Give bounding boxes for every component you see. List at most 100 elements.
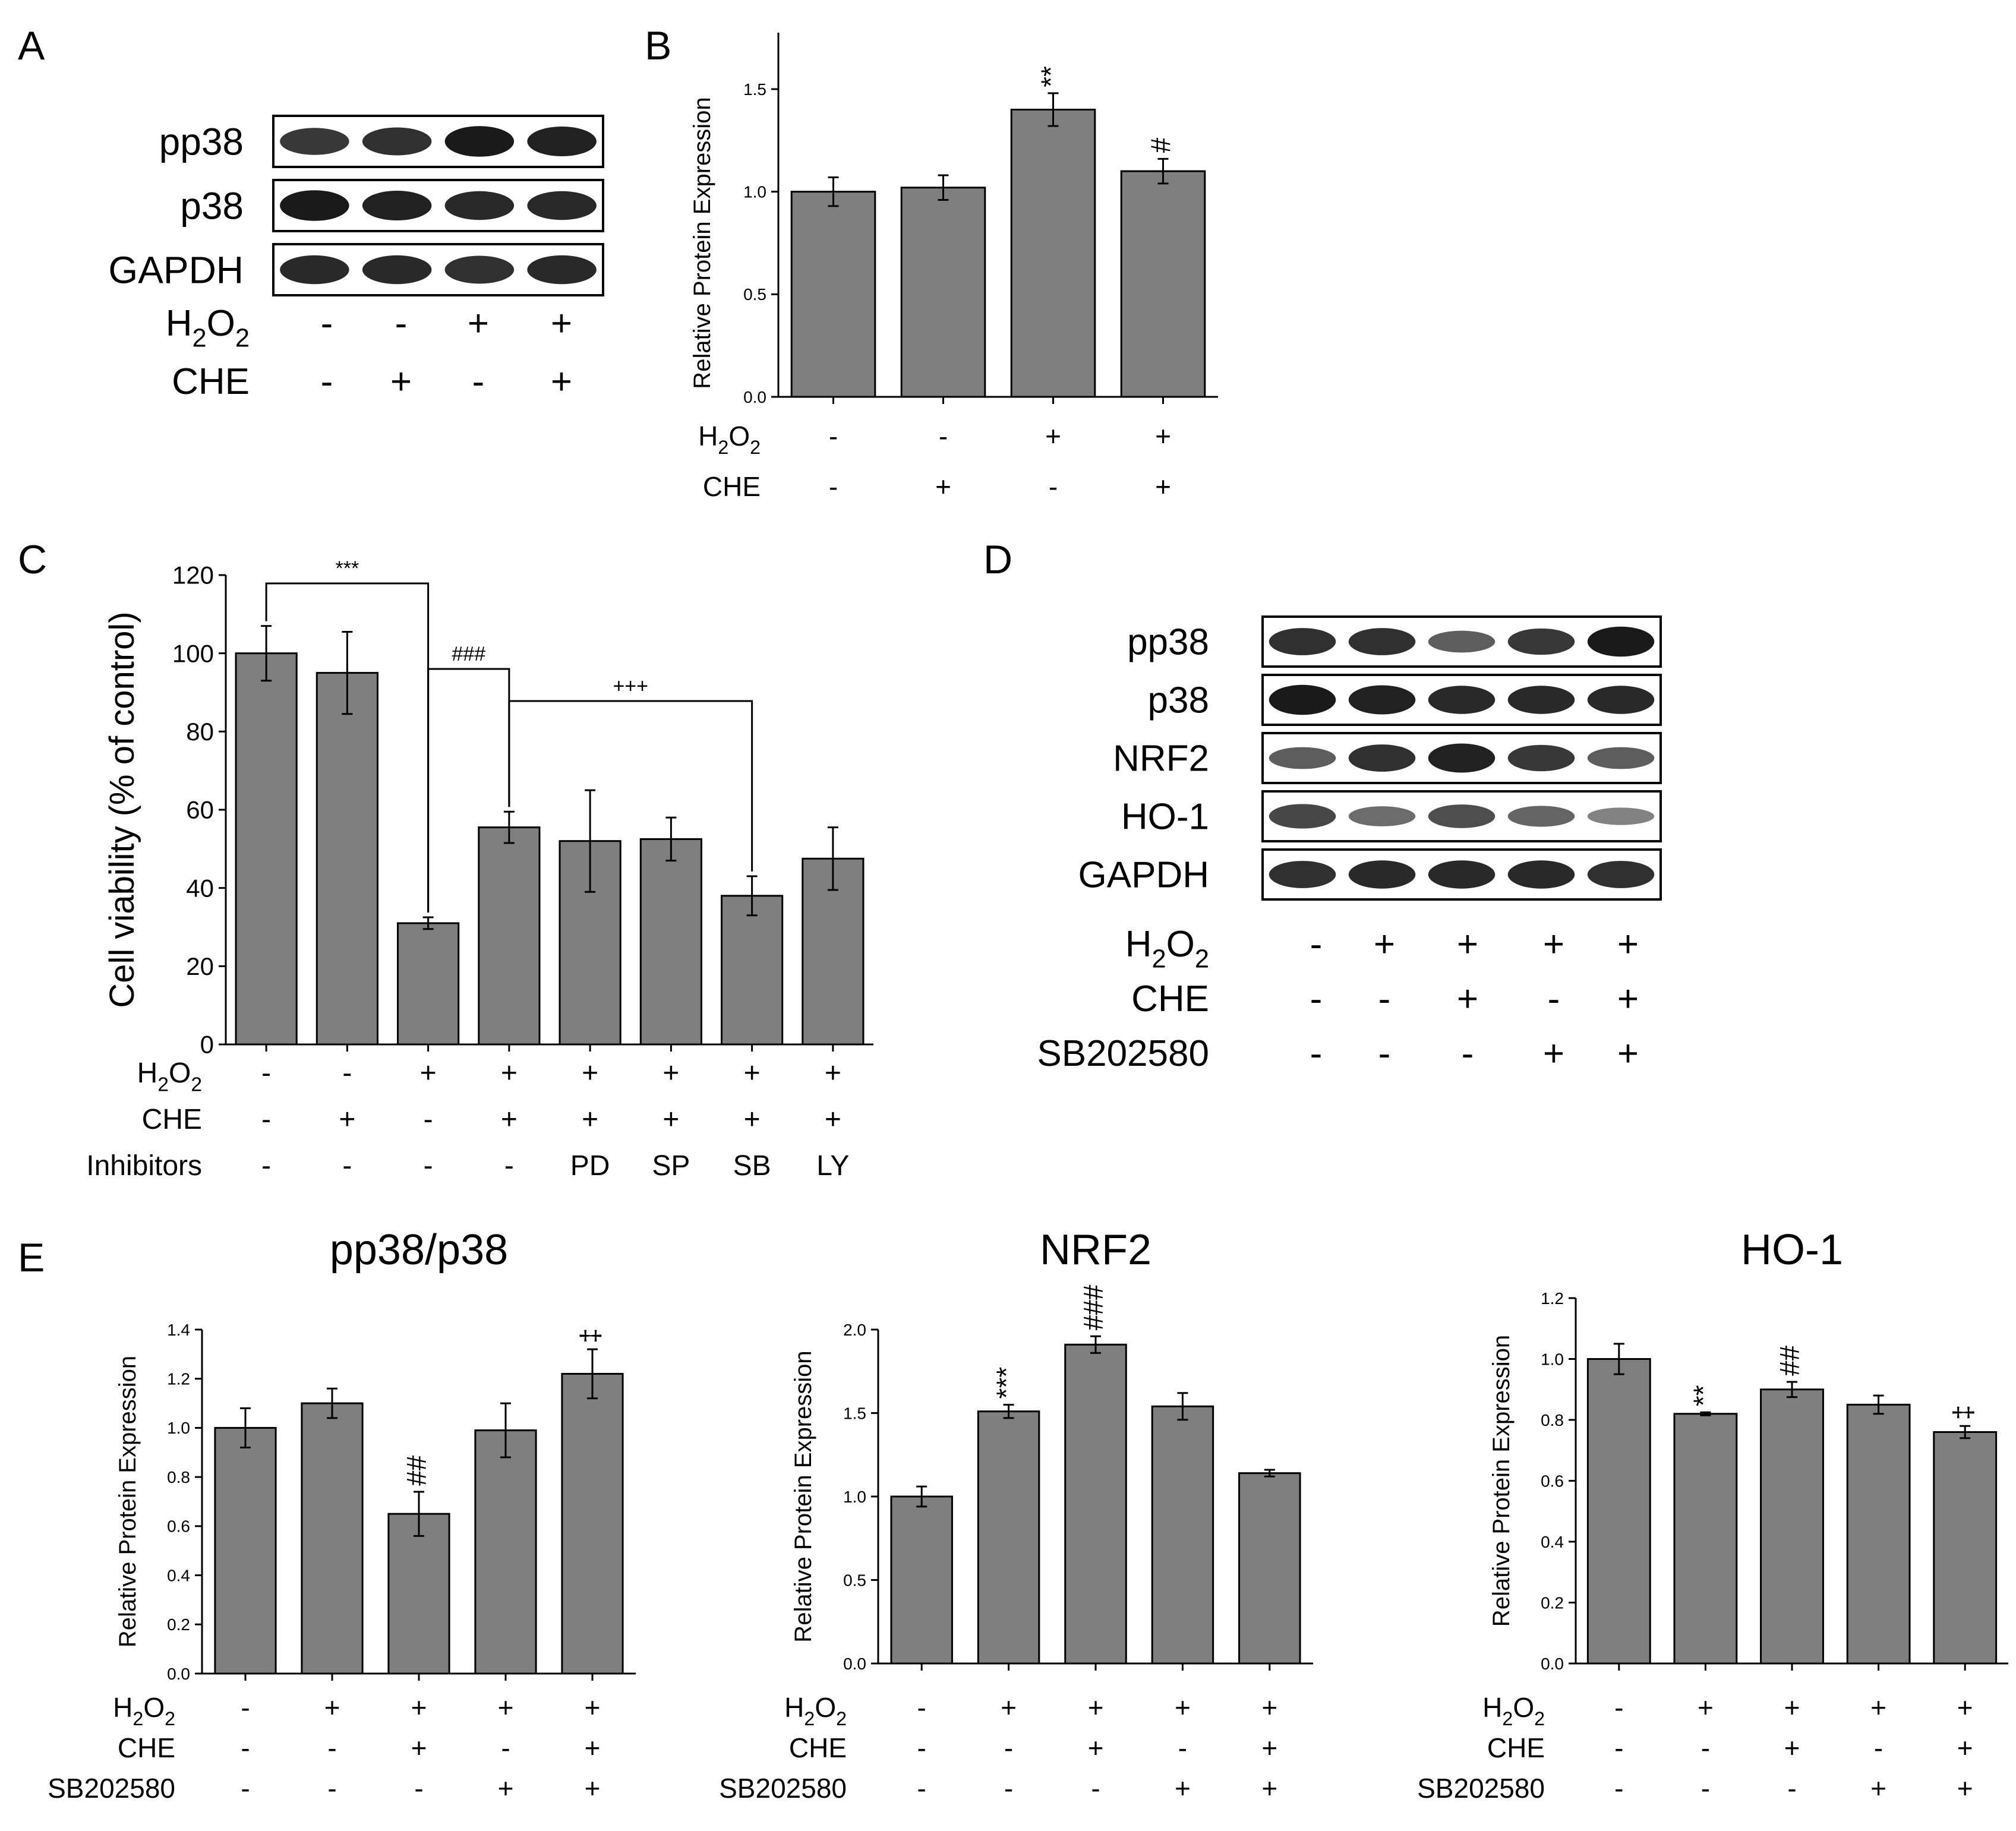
- y-tick-label: 0.8: [167, 1468, 190, 1486]
- blot-label: GAPDH: [108, 248, 244, 291]
- y-axis-label: Relative Protein Expression: [689, 97, 715, 389]
- condition-value: LY: [816, 1150, 849, 1182]
- y-tick-label: 0.0: [843, 1655, 866, 1673]
- condition-label: H2O2: [137, 1057, 202, 1096]
- condition-value: -: [1701, 1773, 1710, 1804]
- condition-label: CHE: [142, 1104, 202, 1135]
- condition-value: +: [390, 361, 412, 402]
- protein-band: [1587, 861, 1655, 888]
- protein-band: [1269, 628, 1336, 655]
- panel-e-pp38-chart: 0.0 0.2 0.4 0.6 0.8 1.0 1.2 1.4 Relative Protein…: [48, 1226, 636, 1804]
- protein-band: [1507, 686, 1575, 714]
- blot-label: GAPDH: [1078, 855, 1209, 896]
- condition-value: -: [261, 1057, 271, 1089]
- protein-band: [444, 191, 515, 220]
- condition-value: -: [342, 1057, 352, 1089]
- panel-label-b: B: [645, 23, 671, 68]
- protein-band: [280, 255, 349, 285]
- significance-mark: ##: [401, 1455, 432, 1486]
- protein-band: [1507, 744, 1575, 772]
- condition-value: +: [468, 303, 489, 344]
- condition-label: CHE: [118, 1732, 175, 1763]
- y-tick-label: 60: [186, 796, 214, 824]
- y-tick-label: 0.6: [1541, 1472, 1564, 1490]
- bar: [1064, 1343, 1127, 1665]
- protein-band: [527, 255, 597, 285]
- protein-band: [280, 128, 349, 155]
- condition-value: +: [585, 1692, 601, 1723]
- condition-label: H2O2: [113, 1692, 175, 1729]
- condition-value: -: [917, 1692, 926, 1723]
- protein-band: [1348, 744, 1416, 772]
- condition-value: +: [498, 1773, 514, 1804]
- bar: [1933, 1431, 1998, 1665]
- y-tick-label: 20: [186, 952, 214, 980]
- condition-value: +: [1957, 1732, 1973, 1763]
- protein-band: [1269, 804, 1336, 829]
- panel-c-chart: 0 20 40 60 80 100 120 Cell viability (% of cont…: [86, 557, 873, 1182]
- condition-value: +: [582, 1104, 598, 1135]
- y-tick-label: 120: [172, 561, 214, 589]
- bar: [1120, 170, 1206, 398]
- protein-band: [1348, 685, 1416, 715]
- bar: [639, 838, 702, 1046]
- condition-value: +: [1617, 978, 1639, 1019]
- condition-value: +: [1088, 1692, 1104, 1723]
- condition-value: +: [1457, 924, 1478, 965]
- condition-value: +: [935, 471, 951, 502]
- panel-label-c: C: [18, 537, 47, 582]
- significance-mark: ‡: [575, 1328, 605, 1343]
- bracket-label: ***: [336, 557, 359, 580]
- y-tick-label: 0.4: [167, 1566, 190, 1584]
- condition-label: SB202580: [1417, 1773, 1545, 1804]
- bar: [387, 1513, 450, 1675]
- y-tick-label: 1.0: [843, 1488, 866, 1506]
- condition-value: -: [261, 1104, 271, 1135]
- condition-label: SB202580: [48, 1773, 175, 1804]
- protein-band: [527, 191, 597, 220]
- condition-value: -: [327, 1773, 336, 1804]
- bar: [890, 1495, 953, 1665]
- condition-value: +: [1045, 421, 1061, 452]
- y-tick-label: 1.0: [1541, 1350, 1564, 1368]
- protein-band: [1587, 747, 1655, 769]
- significance-mark: **: [1036, 66, 1067, 87]
- condition-value: +: [1261, 1773, 1277, 1804]
- chart-title: HO-1: [1741, 1226, 1843, 1274]
- protein-band: [280, 190, 349, 221]
- blot-label: NRF2: [1113, 738, 1209, 779]
- bar: [1586, 1358, 1651, 1665]
- protein-band: [444, 255, 515, 284]
- y-tick-label: 1.4: [167, 1321, 190, 1339]
- y-tick-label: 0.5: [743, 285, 766, 304]
- condition-value: +: [1543, 1033, 1564, 1074]
- condition-value: +: [585, 1732, 601, 1763]
- condition-value: +: [1374, 924, 1395, 965]
- condition-value: -: [917, 1773, 926, 1804]
- condition-value: -: [1091, 1773, 1100, 1804]
- bar: [474, 1429, 537, 1675]
- condition-value: +: [744, 1057, 761, 1089]
- condition-label: CHE: [703, 471, 761, 502]
- condition-value: +: [1784, 1692, 1800, 1723]
- protein-band: [1269, 684, 1336, 715]
- protein-band: [1428, 860, 1496, 889]
- bar: [1760, 1388, 1824, 1665]
- condition-value: -: [829, 421, 838, 452]
- chart-title: NRF2: [1040, 1226, 1151, 1274]
- protein-band: [1428, 630, 1496, 653]
- condition-label: SB202580: [1037, 1033, 1209, 1074]
- condition-value: +: [1261, 1732, 1277, 1763]
- significance-mark: ‡: [1947, 1405, 1978, 1420]
- condition-value: -: [1310, 924, 1323, 965]
- y-tick-label: 0: [200, 1031, 214, 1059]
- condition-value: +: [662, 1104, 679, 1135]
- condition-value: +: [662, 1057, 679, 1089]
- condition-value: +: [1155, 421, 1171, 452]
- condition-value: -: [241, 1773, 250, 1804]
- y-axis-label: Relative Protein Expression: [1488, 1335, 1515, 1627]
- protein-band: [1428, 804, 1496, 828]
- blot-label: p38: [1148, 680, 1209, 721]
- bar: [1673, 1413, 1738, 1665]
